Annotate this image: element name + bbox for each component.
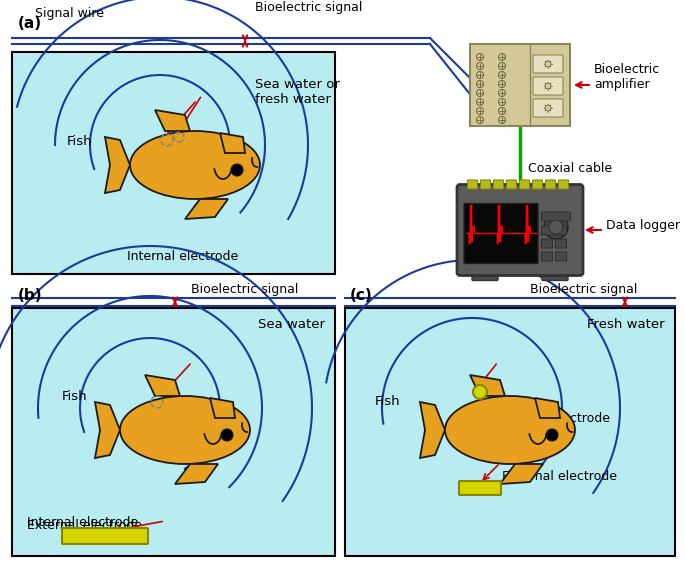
Circle shape — [545, 83, 551, 89]
FancyBboxPatch shape — [556, 226, 566, 235]
FancyBboxPatch shape — [345, 308, 675, 556]
Polygon shape — [185, 199, 228, 219]
FancyBboxPatch shape — [472, 271, 498, 281]
Text: Coaxial cable: Coaxial cable — [528, 161, 612, 175]
Text: External electrode: External electrode — [495, 412, 610, 425]
Polygon shape — [95, 402, 120, 458]
FancyBboxPatch shape — [464, 204, 538, 264]
Polygon shape — [535, 398, 560, 418]
Text: (a): (a) — [18, 16, 42, 31]
FancyBboxPatch shape — [542, 239, 553, 248]
Polygon shape — [470, 375, 505, 396]
FancyBboxPatch shape — [506, 180, 516, 189]
Text: Internal electrode: Internal electrode — [27, 516, 138, 529]
Circle shape — [231, 164, 243, 176]
FancyBboxPatch shape — [12, 52, 335, 274]
Text: Signal wire: Signal wire — [35, 7, 104, 20]
Text: Bioelectric
amplifier: Bioelectric amplifier — [594, 63, 660, 91]
Text: Bioelectric signal: Bioelectric signal — [530, 283, 637, 296]
Circle shape — [221, 429, 233, 441]
Text: (b): (b) — [18, 288, 42, 303]
FancyBboxPatch shape — [558, 180, 569, 189]
FancyBboxPatch shape — [532, 180, 543, 189]
Polygon shape — [155, 110, 190, 131]
FancyBboxPatch shape — [467, 180, 477, 189]
FancyBboxPatch shape — [470, 44, 570, 126]
Text: Internal electrode: Internal electrode — [127, 250, 238, 263]
Polygon shape — [420, 402, 445, 458]
FancyBboxPatch shape — [519, 180, 530, 189]
FancyBboxPatch shape — [542, 271, 568, 281]
FancyBboxPatch shape — [533, 55, 563, 73]
Text: Sea water or: Sea water or — [255, 78, 340, 91]
Polygon shape — [220, 133, 245, 153]
FancyBboxPatch shape — [62, 528, 148, 544]
Polygon shape — [105, 137, 130, 193]
Ellipse shape — [445, 396, 575, 464]
FancyBboxPatch shape — [457, 184, 583, 275]
Text: External electrode: External electrode — [502, 470, 617, 483]
Ellipse shape — [130, 131, 260, 199]
FancyBboxPatch shape — [545, 180, 556, 189]
Text: fresh water: fresh water — [255, 93, 331, 106]
Text: Fish: Fish — [67, 135, 92, 148]
Circle shape — [546, 429, 558, 441]
Polygon shape — [210, 398, 235, 418]
FancyBboxPatch shape — [533, 99, 563, 117]
Text: Bioelectric signal: Bioelectric signal — [255, 1, 362, 14]
FancyBboxPatch shape — [12, 308, 335, 556]
Text: External electrode: External electrode — [27, 519, 142, 532]
Text: Fish: Fish — [62, 390, 88, 403]
Text: Sea water: Sea water — [258, 318, 325, 331]
Ellipse shape — [120, 396, 250, 464]
FancyBboxPatch shape — [556, 252, 566, 261]
Text: Fish: Fish — [375, 395, 401, 408]
FancyBboxPatch shape — [493, 180, 503, 189]
FancyBboxPatch shape — [542, 226, 553, 235]
Polygon shape — [145, 375, 180, 396]
Text: Bioelectric signal: Bioelectric signal — [191, 283, 299, 296]
Polygon shape — [175, 464, 218, 484]
Circle shape — [549, 220, 563, 234]
FancyBboxPatch shape — [542, 212, 571, 221]
FancyBboxPatch shape — [459, 481, 501, 495]
Text: (c): (c) — [350, 288, 373, 303]
Text: Data logger: Data logger — [606, 218, 680, 232]
Circle shape — [545, 105, 551, 111]
FancyBboxPatch shape — [542, 252, 553, 261]
Polygon shape — [500, 464, 543, 484]
FancyBboxPatch shape — [480, 180, 490, 189]
FancyBboxPatch shape — [533, 77, 563, 95]
FancyBboxPatch shape — [556, 239, 566, 248]
Circle shape — [473, 385, 487, 399]
Text: Fresh water: Fresh water — [587, 318, 665, 331]
Circle shape — [545, 61, 551, 67]
Circle shape — [544, 215, 568, 239]
